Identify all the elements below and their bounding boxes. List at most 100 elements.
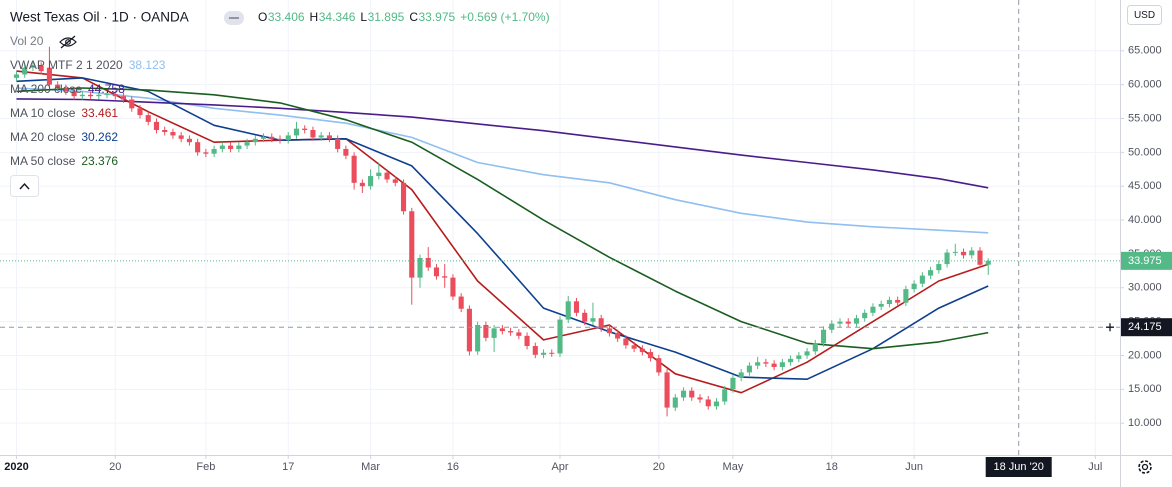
candle-body [664, 372, 670, 408]
overlay [0, 0, 1120, 455]
x-tick-label: 20 [109, 461, 121, 473]
candle-body [162, 130, 168, 133]
x-tick-label: 2020 [4, 461, 28, 473]
legend-label: MA 10 close [10, 106, 76, 120]
volume-label: Vol 20 [10, 34, 44, 48]
candle-body [326, 135, 332, 139]
candle-body [433, 267, 440, 277]
candle-body [829, 323, 835, 330]
candle-body [112, 94, 118, 97]
candle-body [475, 325, 481, 352]
candle-body [104, 94, 110, 96]
candle-body [672, 397, 678, 408]
candle-body [738, 372, 744, 378]
ohlc-label: L [360, 10, 367, 24]
indicator-line [16, 77, 989, 380]
candle-body [853, 318, 860, 324]
candle-body [129, 99, 135, 109]
candles [13, 46, 991, 417]
candle-body [228, 145, 234, 149]
last-price-tag [1121, 251, 1172, 270]
legend-value: 30.262 [81, 130, 118, 144]
candle-body [870, 306, 876, 313]
candle-body [779, 362, 785, 367]
ohlc-value: 34.346 [319, 10, 356, 24]
legend-label: MA 50 close [10, 154, 76, 168]
candle-body [573, 301, 580, 313]
candle-body [796, 355, 802, 359]
candle-body [895, 299, 901, 303]
axes: 10.00015.00020.00025.00030.00035.00040.0… [4, 45, 1172, 477]
candle-body [623, 338, 629, 346]
legend-collapse-button[interactable] [10, 175, 39, 197]
candle-body [351, 155, 357, 183]
candle-body [409, 211, 415, 278]
candle-body [343, 148, 349, 156]
settings-button[interactable] [1138, 460, 1152, 474]
candle-body [862, 312, 868, 319]
candle-body [508, 331, 514, 333]
candle-body [79, 94, 85, 97]
crosshair-date-tag [985, 457, 1052, 477]
ohlc-value: 33.975 [418, 10, 455, 24]
candle-body [936, 264, 942, 271]
candle-body [837, 321, 843, 324]
candle-body [359, 182, 365, 187]
candle-body [730, 377, 736, 390]
candle-body [960, 251, 967, 256]
legend-value: 38.123 [129, 58, 166, 72]
candle-body [145, 115, 151, 122]
ohlc-label: O [258, 10, 267, 24]
candle-body [648, 352, 654, 359]
chart-title: West Texas Oil · 1D · OANDA [10, 10, 189, 25]
currency-button[interactable]: USD [1127, 5, 1162, 25]
candle-body [55, 84, 61, 89]
candle-body [903, 289, 909, 303]
currency-label: USD [1134, 10, 1155, 21]
candle-body [524, 335, 530, 346]
candle-body [153, 121, 160, 130]
candle-body [491, 328, 497, 338]
y-tick-label: 10.000 [1128, 417, 1162, 429]
candle-body [483, 325, 489, 338]
eye-pupil [65, 39, 71, 45]
last-price-label: 33.975 [1128, 255, 1162, 267]
y-tick-label: 20.000 [1128, 349, 1162, 361]
candle-body [540, 352, 547, 355]
gear-hub [1141, 463, 1149, 471]
ohlc-value: 33.406 [268, 10, 305, 24]
candle-body [969, 250, 975, 256]
add-marker-button[interactable] [1106, 323, 1114, 332]
candle-body [713, 401, 720, 407]
grid [0, 0, 1120, 455]
candle-body [788, 358, 794, 363]
candle-body [310, 130, 316, 138]
candle-body [211, 148, 217, 154]
y-tick-label: 50.000 [1128, 146, 1162, 158]
x-tick-label: Jul [1088, 461, 1102, 473]
legend-value: 44.758 [88, 82, 125, 96]
ohlc-label: H [310, 10, 319, 24]
candle-body [557, 319, 563, 354]
candle-body [260, 136, 267, 139]
candle-body [22, 67, 28, 75]
x-tick-label: Apr [551, 461, 568, 473]
ohlc-readout: O 33.406 H 34.346 L 31.895 C 33.975 +0.569 (+1.7… [258, 10, 550, 24]
visibility-icon[interactable] [59, 35, 77, 49]
indicator-line [16, 70, 989, 394]
ohlc-change: +0.569 (+1.70%) [460, 10, 549, 24]
candle-body [532, 345, 538, 355]
candle-body [639, 348, 645, 353]
candle-body [820, 329, 827, 344]
candle-body [137, 108, 143, 116]
candle-body [285, 135, 291, 141]
candle-body [689, 390, 695, 398]
y-tick-label: 60.000 [1128, 79, 1162, 91]
candle-body [985, 260, 991, 265]
crosshair-price-tag [1121, 318, 1172, 337]
ohlc-value: 31.895 [368, 10, 405, 24]
candle-body [582, 312, 588, 322]
candle-body [178, 135, 184, 139]
candle-body [30, 65, 36, 68]
